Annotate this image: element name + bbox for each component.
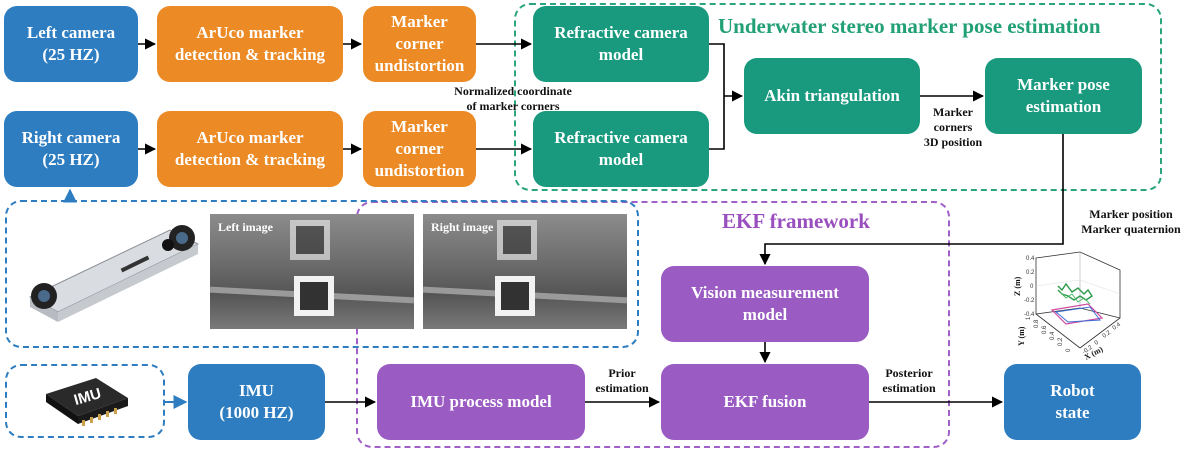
plot-z-label: Z (m) [1013,276,1022,296]
z-tick-3: -0.2 [1024,298,1035,304]
y-tick-3: 0.4 [1050,331,1056,340]
stereo-camera-illustration [28,225,200,322]
z-tick-1: 0.2 [1026,270,1035,276]
triangulation-box: Akin triangulation [744,58,920,134]
aruco-right-box: ArUco marker detection & tracking [157,111,343,187]
right-image-caption: Right image [431,220,494,234]
vision-measurement-box: Vision measurement model [661,266,869,342]
aruco-left-box: ArUco marker detection & tracking [157,6,343,82]
posterior-estimation-label: Posterior estimation [882,366,936,395]
left-camera-box: Left camera (25 HZ) [4,6,138,82]
stereo-camera-panel [5,200,639,348]
imu-chip-illustration: IMU [46,378,128,426]
y-tick-2: 0.6 [1042,325,1048,334]
prior-estimation-label: Prior estimation [595,366,649,395]
refractive-model-top-box: Refractive camera model [533,6,709,82]
right-image: Right image [423,214,627,329]
undistortion-left-box: Marker corner undistortion [363,6,476,82]
arrow-pose-vision [759,134,1064,266]
imu-chip-text: IMU [72,385,103,409]
z-tick-4: -0.4 [1024,312,1035,318]
y-tick-1: 0.8 [1034,319,1040,328]
z-tick-2: 0 [1030,284,1034,290]
x-tick-3: 0.4 [1112,322,1123,332]
robot-state-box: Robot state [1004,364,1141,440]
y-tick-5: 0 [1066,348,1072,352]
imu-panel [5,364,165,438]
imu-process-box: IMU process model [377,364,585,440]
x-tick-2: 0.2 [1102,330,1113,340]
ekf-fusion-box: EKF fusion [661,364,869,440]
plot-y-label: Y (m) [1017,326,1026,346]
y-tick-0: 1 [1026,316,1032,320]
x-tick-1: 0 [1094,339,1101,346]
trajectory-plot: Z (m) X (m) Y (m) 0.4 0.2 0 -0.2 -0.4 -0… [1013,251,1123,362]
refractive-model-bottom-box: Refractive camera model [533,111,709,187]
connector-refr-top [709,43,725,96]
right-camera-box: Right camera (25 HZ) [4,111,138,187]
left-image: Left image [210,214,414,329]
y-tick-4: 0.2 [1058,337,1064,346]
undistortion-right-box: Marker corner undistortion [363,111,476,187]
marker-pose-box: Marker pose estimation [985,58,1142,134]
underwater-group-title: Underwater stereo marker pose estimation [718,14,1101,38]
corners-3d-label: Marker corners 3D position [923,105,983,149]
underwater-group [514,3,1162,191]
normalized-coordinate-label: Normalized coordinate of marker corners [454,84,572,113]
z-tick-0: 0.4 [1026,256,1035,262]
imu-box: IMU (1000 HZ) [188,364,325,440]
left-image-caption: Left image [218,220,273,234]
ekf-group-title: EKF framework [722,209,870,233]
connector-refr-bottom [709,96,725,150]
marker-output-label: Marker position Marker quaternion [1081,207,1181,236]
x-tick-0: -0.2 [1082,344,1094,355]
